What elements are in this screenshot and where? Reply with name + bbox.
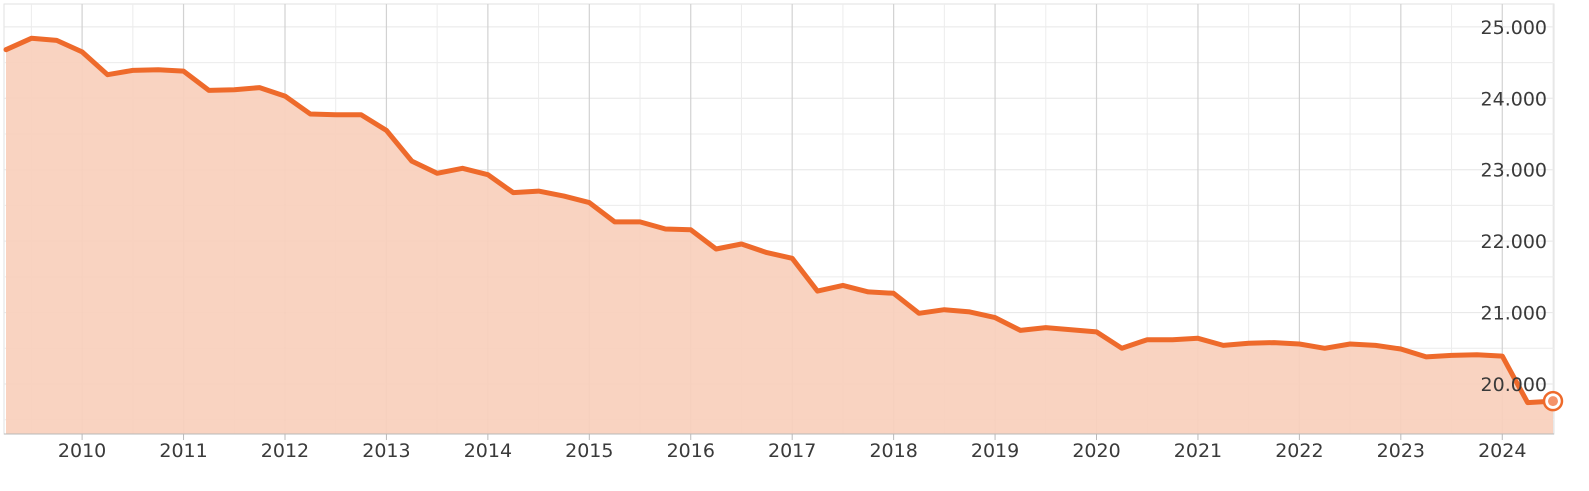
- y-axis: 20.000 21.000 22.000 23.000 24.000 25.000: [1481, 17, 1547, 396]
- x-tick-label: 2016: [667, 440, 715, 462]
- x-tick-label: 2010: [58, 440, 106, 462]
- y-tick-label: 24.000: [1481, 88, 1547, 110]
- x-tick-label: 2013: [362, 440, 410, 462]
- y-tick-label: 21.000: [1481, 303, 1547, 325]
- x-tick-label: 2024: [1478, 440, 1526, 462]
- x-tick-label: 2017: [768, 440, 816, 462]
- x-tick-label: 2015: [565, 440, 613, 462]
- x-axis: 2010 2011 2012 2013 2014 2015 2016 2017 2018 2019…: [58, 434, 1526, 462]
- series-line: [3, 35, 1556, 406]
- x-tick-label: 2018: [869, 440, 917, 462]
- area-fill: [6, 38, 1553, 435]
- x-tick-label: 2019: [971, 440, 1019, 462]
- end-marker: [1542, 390, 1564, 412]
- x-tick-label: 2021: [1174, 440, 1222, 462]
- y-tick-label: 22.000: [1481, 231, 1547, 253]
- x-tick-label: 2020: [1072, 440, 1120, 462]
- x-tick-label: 2022: [1275, 440, 1323, 462]
- x-tick-label: 2012: [261, 440, 309, 462]
- x-tick-label: 2014: [464, 440, 512, 462]
- x-tick-label: 2023: [1377, 440, 1425, 462]
- last-value-marker-dot: [1547, 396, 1558, 407]
- y-tick-label: 25.000: [1481, 17, 1547, 39]
- x-tick-label: 2011: [159, 440, 207, 462]
- y-tick-label: 20.000: [1481, 374, 1547, 396]
- y-tick-label: 23.000: [1481, 160, 1547, 182]
